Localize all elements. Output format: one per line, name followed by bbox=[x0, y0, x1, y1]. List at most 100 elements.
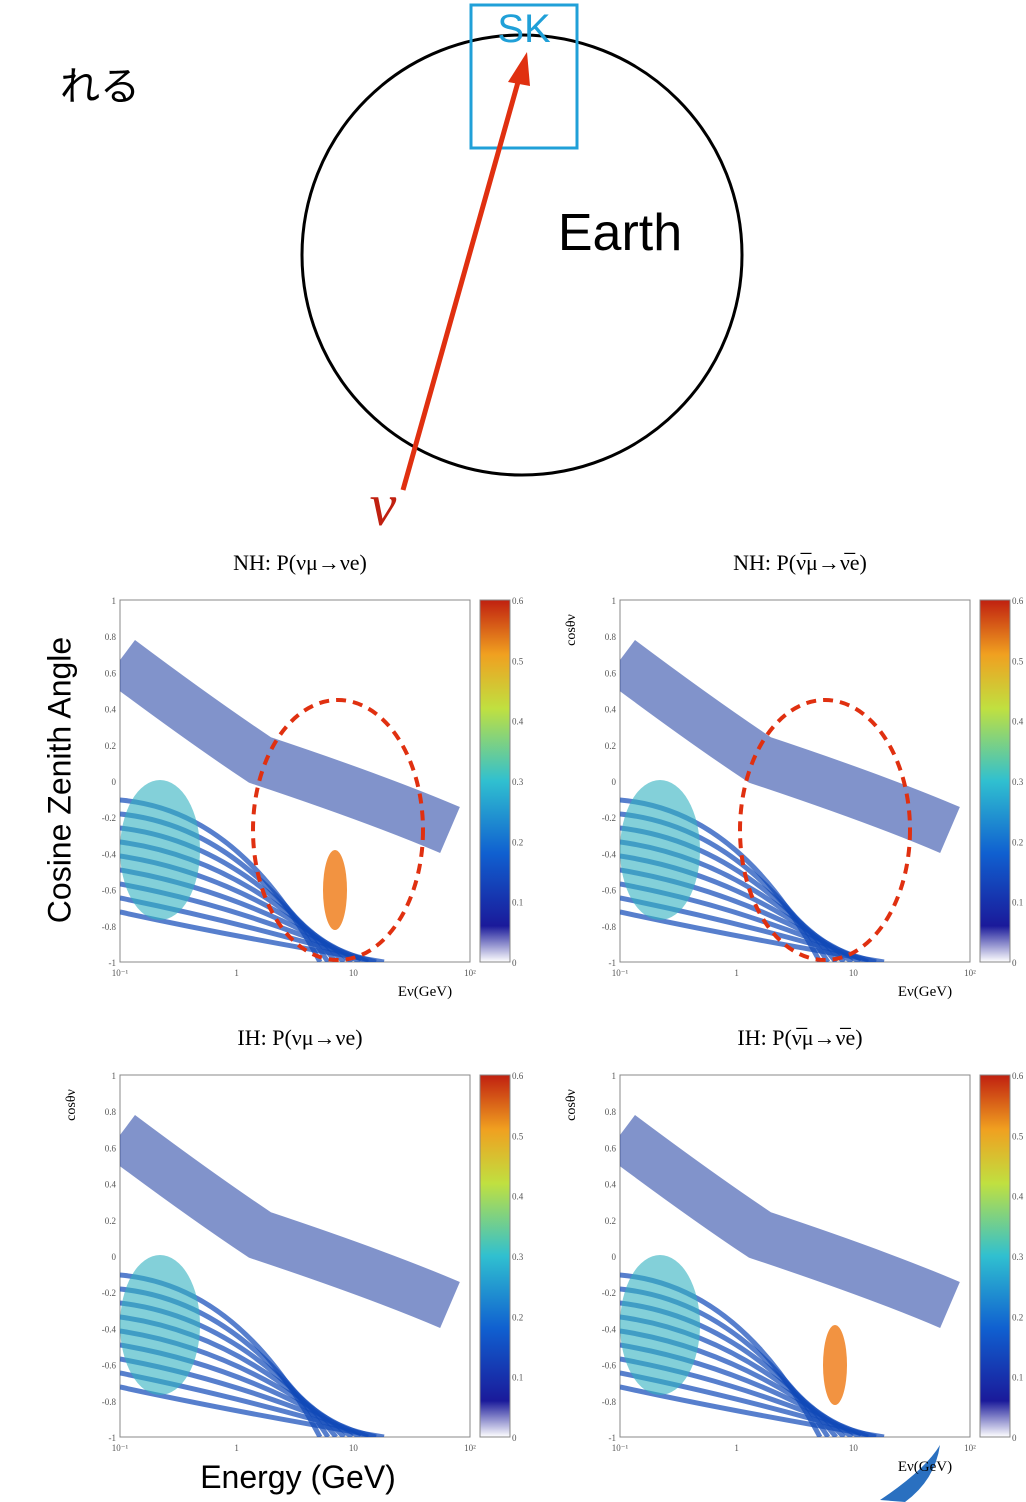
colorbar-tick-label: 0 bbox=[512, 1433, 517, 1443]
y-tick-label: 0.2 bbox=[105, 741, 116, 751]
y-tick-label: 0 bbox=[612, 1252, 617, 1262]
x-tick-label: 10² bbox=[964, 1443, 976, 1453]
heat-band bbox=[120, 639, 460, 853]
heat-blob bbox=[120, 780, 200, 920]
heatmap bbox=[620, 1114, 960, 1437]
colorbar-tick-label: 0.3 bbox=[1012, 1252, 1024, 1262]
colorbar-tick-label: 0.5 bbox=[1012, 656, 1024, 666]
x-tick-label: 10 bbox=[349, 968, 359, 978]
panel-y-label: cosθν bbox=[564, 1089, 579, 1121]
logo-swoosh bbox=[880, 1445, 940, 1502]
y-tick-label: 0.2 bbox=[605, 1216, 616, 1226]
y-tick-label: -0.6 bbox=[102, 1361, 117, 1371]
colorbar-tick-label: 0.2 bbox=[1012, 1312, 1023, 1322]
colorbar-tick-label: 0.1 bbox=[512, 898, 523, 908]
y-tick-label: 0.8 bbox=[105, 632, 117, 642]
heat-blob bbox=[120, 1255, 200, 1395]
y-tick-label: -0.4 bbox=[602, 849, 617, 859]
y-tick-label: -0.4 bbox=[602, 1324, 617, 1334]
colorbar-tick-label: 0.4 bbox=[512, 717, 524, 727]
y-tick-label: 0.8 bbox=[605, 632, 617, 642]
y-tick-label: 0.4 bbox=[105, 705, 117, 715]
y-tick-label: 0.4 bbox=[105, 1180, 117, 1190]
highlight-ellipse bbox=[738, 698, 912, 962]
y-tick-label: -1 bbox=[609, 958, 617, 968]
y-tick-label: -0.4 bbox=[102, 849, 117, 859]
colorbar-tick-label: 0.4 bbox=[1012, 717, 1024, 727]
heat-band bbox=[120, 1114, 460, 1328]
x-tick-label: 1 bbox=[734, 968, 739, 978]
x-axis-label: Energy (GeV) bbox=[200, 1459, 396, 1495]
y-axis-label: Cosine Zenith Angle bbox=[41, 637, 77, 923]
y-tick-label: -0.6 bbox=[102, 886, 117, 896]
heat-blob bbox=[620, 1255, 700, 1395]
colorbar-tick-label: 0 bbox=[512, 958, 517, 968]
y-tick-label: 0.2 bbox=[605, 741, 616, 751]
y-tick-label: -0.8 bbox=[102, 1397, 117, 1407]
colorbar-tick-label: 0.6 bbox=[1012, 596, 1024, 606]
header-text: れる bbox=[60, 65, 140, 109]
x-tick-label: 10 bbox=[349, 1443, 359, 1453]
y-tick-label: 0 bbox=[612, 777, 617, 787]
colorbar-tick-label: 0.1 bbox=[1012, 898, 1023, 908]
heatmap bbox=[120, 639, 460, 962]
detector-box bbox=[469, 3, 579, 150]
x-tick-label: 10² bbox=[964, 968, 976, 978]
colorbar-tick-label: 0.4 bbox=[512, 1192, 524, 1202]
y-tick-label: 0.4 bbox=[605, 1180, 617, 1190]
heat-band bbox=[620, 1384, 885, 1437]
x-tick-label: 1 bbox=[234, 968, 239, 978]
y-tick-label: 0.6 bbox=[605, 668, 617, 678]
y-tick-label: -0.2 bbox=[102, 813, 116, 823]
heatmap bbox=[120, 1114, 460, 1437]
y-tick-label: 0 bbox=[112, 777, 117, 787]
x-tick-label: 10⁻¹ bbox=[612, 1443, 629, 1453]
earth-label: Earth bbox=[558, 204, 682, 262]
y-tick-label: -0.2 bbox=[102, 1288, 116, 1298]
arrow-head bbox=[508, 52, 530, 86]
y-tick-label: -1 bbox=[109, 958, 117, 968]
y-tick-label: 0.4 bbox=[605, 705, 617, 715]
panel-title: NH: P(νμ→νe) bbox=[233, 550, 367, 575]
colorbar bbox=[479, 1074, 511, 1438]
x-tick-label: 10² bbox=[464, 968, 476, 978]
heatmap bbox=[620, 639, 960, 962]
y-tick-label: 0 bbox=[112, 1252, 117, 1262]
y-tick-label: 0.6 bbox=[605, 1143, 617, 1153]
y-tick-label: -0.8 bbox=[602, 1397, 617, 1407]
x-tick-label: 10 bbox=[849, 968, 859, 978]
colorbar-tick-label: 0.3 bbox=[512, 1252, 524, 1262]
colorbar-tick-label: 0.5 bbox=[512, 656, 524, 666]
heat-band bbox=[120, 1384, 385, 1437]
panel-title: IH: P(νμ→νe) bbox=[237, 1025, 362, 1050]
colorbar-tick-label: 0 bbox=[1012, 1433, 1017, 1443]
x-tick-label: 1 bbox=[234, 1443, 239, 1453]
colorbar-tick-label: 0.3 bbox=[512, 777, 524, 787]
panel-x-label: Eν(GeV) bbox=[898, 984, 952, 1000]
panel-x-label: Eν(GeV) bbox=[898, 1459, 952, 1475]
y-tick-label: 1 bbox=[612, 1071, 617, 1081]
x-tick-label: 10² bbox=[464, 1443, 476, 1453]
colorbar bbox=[979, 599, 1011, 963]
y-tick-label: -0.6 bbox=[602, 886, 617, 896]
earth bbox=[300, 33, 744, 477]
colorbar-tick-label: 0.2 bbox=[512, 1312, 523, 1322]
colorbar-tick-label: 0.6 bbox=[512, 596, 524, 606]
panel-title: NH: P(ν̅μ→ν̅e) bbox=[733, 550, 867, 575]
colorbar-tick-label: 0.1 bbox=[1012, 1373, 1023, 1383]
colorbar-tick-label: 0.5 bbox=[512, 1131, 524, 1141]
x-tick-label: 10⁻¹ bbox=[112, 1443, 129, 1453]
y-tick-label: -0.8 bbox=[102, 922, 117, 932]
heat-blob bbox=[323, 850, 347, 930]
neutrino-symbol: ν bbox=[370, 472, 397, 538]
panel-x-label: Eν(GeV) bbox=[398, 984, 452, 1000]
heat-band bbox=[120, 909, 385, 962]
y-tick-label: -0.2 bbox=[602, 813, 616, 823]
y-tick-label: 1 bbox=[112, 1071, 117, 1081]
colorbar-tick-label: 0.2 bbox=[512, 837, 523, 847]
panel-y-label: cosθν bbox=[564, 614, 579, 646]
y-tick-label: 1 bbox=[612, 596, 617, 606]
panel-y-label: cosθν bbox=[64, 1089, 79, 1121]
panel-title: IH: P(ν̅μ→ν̅e) bbox=[737, 1025, 862, 1050]
neutrino-path bbox=[400, 74, 523, 491]
